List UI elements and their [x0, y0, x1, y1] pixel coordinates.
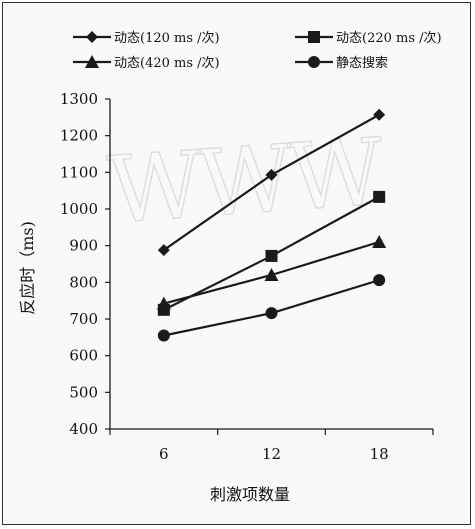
data-point [373, 274, 386, 287]
legend-marker [86, 31, 98, 43]
legend-item: 动态(120 ms /次) [73, 30, 220, 46]
y-axis-title: 反应时（ms) [18, 221, 37, 315]
x-tick-label: 12 [262, 445, 281, 463]
data-point [156, 296, 171, 310]
chart-frame [2, 2, 471, 525]
y-tick-label: 500 [69, 383, 98, 401]
legend-label: 静态搜索 [336, 56, 388, 71]
data-point [157, 244, 170, 257]
data-point [372, 235, 387, 248]
y-tick-label: 1000 [60, 200, 98, 218]
x-tick-label: 6 [159, 445, 169, 463]
y-tick-label: 800 [69, 273, 98, 291]
legend-marker [85, 55, 99, 68]
series-2 [157, 190, 386, 316]
legend-item: 静态搜索 [295, 56, 388, 71]
y-tick-label: 1100 [60, 163, 98, 181]
x-tick-label: 18 [370, 445, 389, 463]
legend-label: 动态(220 ms /次) [336, 30, 442, 46]
y-tick-label: 900 [69, 237, 98, 255]
x-axis-title: 刺激项数量 [210, 485, 290, 504]
series-layer [156, 108, 387, 342]
data-point [264, 268, 279, 281]
data-point [373, 108, 386, 121]
axes: 400 500 600 700 800 900 1000 1100 1200 1300 6 12 18 [60, 90, 434, 463]
y-tick-label: 1200 [60, 127, 98, 145]
legend-item: 动态(420 ms /次) [73, 55, 220, 71]
series-3 [156, 235, 387, 310]
data-point [373, 190, 386, 203]
data-point [265, 307, 278, 320]
y-tick-label: 600 [69, 347, 98, 365]
y-tick-label: 700 [69, 310, 98, 328]
series-1 [157, 108, 386, 257]
data-point [265, 249, 278, 262]
legend-label: 动态(120 ms /次) [114, 30, 220, 46]
data-point [157, 329, 170, 342]
y-tick-label: 400 [69, 420, 98, 438]
legend-label: 动态(420 ms /次) [114, 55, 220, 71]
legend: 动态(120 ms /次) 动态(220 ms /次) 动态(420 ms /次) 静… [73, 30, 442, 71]
legend-item: 动态(220 ms /次) [295, 30, 442, 46]
legend-marker [308, 56, 320, 68]
data-point [265, 168, 278, 181]
y-tick-label: 1300 [60, 90, 98, 108]
watermark: WWW [105, 118, 388, 244]
legend-marker [308, 31, 320, 43]
series-4 [157, 274, 386, 342]
